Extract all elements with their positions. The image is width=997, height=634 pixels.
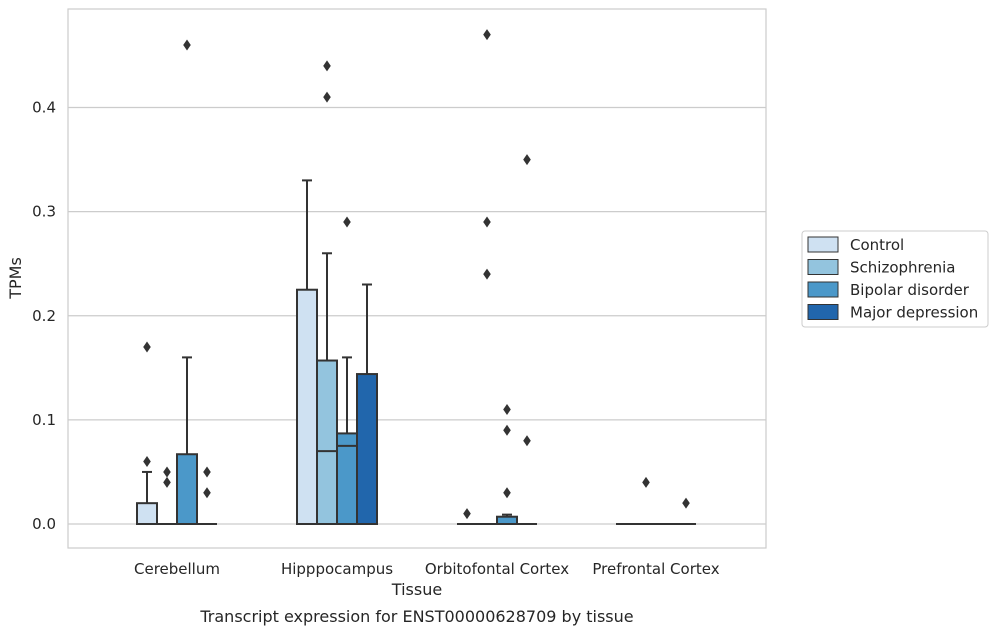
box-schizophrenia	[157, 466, 177, 525]
box-body	[176, 453, 198, 525]
y-tick-label: 0.1	[32, 411, 56, 429]
box-schizophrenia	[477, 29, 497, 525]
box-major-depression	[356, 283, 378, 525]
outlier-point	[503, 487, 511, 499]
figure-caption: Transcript expression for ENST0000062870…	[199, 607, 633, 626]
box-body	[336, 432, 358, 526]
legend-swatch	[807, 236, 839, 253]
legend: Control Schizophrenia Bipolar disorder Majo…	[801, 230, 989, 328]
legend-label: Major depression	[850, 304, 978, 322]
y-tick-label: 0.0	[32, 515, 56, 533]
box-body	[496, 515, 518, 525]
outlier-point	[503, 403, 511, 415]
outlier-point	[203, 466, 211, 478]
box-body	[136, 502, 158, 525]
box-major-depression	[517, 154, 537, 525]
outlier-point	[483, 29, 491, 41]
box-body	[356, 373, 378, 525]
boxes	[136, 29, 696, 526]
legend-swatch	[807, 281, 839, 298]
x-tick-label: Orbitofontal Cortex	[425, 560, 569, 578]
box-major-depression	[197, 466, 217, 525]
x-axis-title: Tissue	[391, 580, 442, 599]
box-bipolar-disorder	[176, 39, 198, 525]
legend-label: Control	[850, 236, 904, 254]
box-bipolar-disorder	[496, 403, 518, 525]
outlier-point	[503, 424, 511, 436]
outlier-point	[523, 435, 531, 447]
y-tick-label: 0.2	[32, 307, 56, 325]
y-axis-title: TPMs	[6, 257, 25, 300]
outlier-point	[323, 60, 331, 72]
legend-swatch	[807, 259, 839, 275]
box-body	[296, 288, 318, 525]
outlier-point	[323, 91, 331, 103]
box-schizophrenia	[636, 476, 656, 525]
box-control	[136, 341, 158, 525]
x-tick-label: Cerebellum	[134, 560, 220, 578]
outlier-point	[203, 487, 211, 499]
outlier-point	[183, 39, 191, 51]
outlier-point	[163, 476, 171, 488]
legend-swatch	[807, 304, 839, 320]
y-tick-label: 0.4	[32, 99, 56, 117]
outlier-point	[463, 508, 471, 520]
legend-frame	[801, 230, 989, 328]
x-tick-labels: Cerebellum Hipppocampus Orbitofontal Corte…	[134, 560, 720, 578]
box-major-depression	[676, 497, 696, 525]
box-body	[316, 359, 338, 525]
y-tick-label: 0.3	[32, 203, 56, 221]
legend-label: Bipolar disorder	[850, 281, 970, 299]
plot-area-frame	[67, 8, 767, 549]
box-schizophrenia	[316, 60, 338, 525]
outlier-point	[483, 216, 491, 228]
x-tick-label: Hipppocampus	[281, 560, 393, 578]
outlier-point	[163, 466, 171, 478]
x-tick-label: Prefrontal Cortex	[592, 560, 719, 578]
outlier-point	[343, 216, 351, 228]
outlier-point	[483, 268, 491, 280]
box-bipolar-disorder	[336, 216, 358, 526]
outlier-point	[143, 341, 151, 353]
box-control	[296, 179, 318, 525]
y-tick-labels: 0.0 0.1 0.2 0.3 0.4	[32, 99, 56, 534]
outlier-point	[523, 154, 531, 166]
outlier-point	[143, 456, 151, 468]
outlier-point	[682, 497, 690, 509]
legend-label: Schizophrenia	[850, 259, 955, 277]
outlier-point	[642, 476, 650, 488]
grid-lines	[68, 106, 766, 525]
box-control	[457, 508, 477, 525]
